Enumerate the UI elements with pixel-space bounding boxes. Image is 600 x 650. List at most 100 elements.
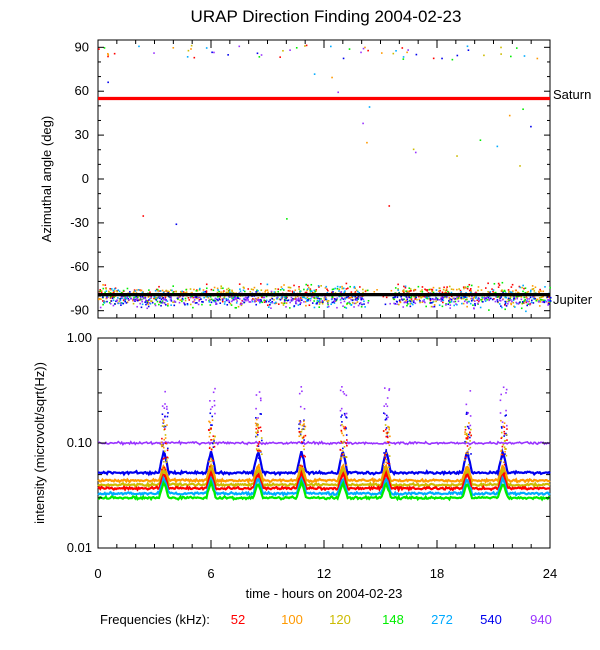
- intensity-burst-940: [298, 392, 301, 395]
- azimuth-point-940: [128, 299, 130, 301]
- azimuth-point-52: [113, 291, 115, 294]
- intensity-burst-940: [501, 421, 504, 423]
- azimuth-point-148: [504, 290, 506, 293]
- intensity-burst-52: [467, 435, 469, 438]
- intensity-burst-120: [388, 455, 391, 457]
- intensity-burst-52: [257, 431, 259, 433]
- time-x-label: time - hours on 2004-02-23: [246, 586, 403, 601]
- azimuth-point-272: [344, 290, 346, 292]
- azimuth-point-272: [117, 297, 119, 299]
- azimuth-point-148: [343, 306, 346, 309]
- azimuth-point-52: [327, 289, 329, 292]
- azimuth-point-148: [425, 305, 427, 308]
- azimuth-point-120: [179, 299, 181, 302]
- azimuth-point-272: [310, 290, 312, 293]
- azimuth-point-52: [497, 286, 500, 288]
- azimuth-point-100: [296, 295, 299, 298]
- azimuth-point-100: [179, 290, 182, 293]
- azimuth-outlier-52: [98, 48, 100, 50]
- azimuth-point-272: [208, 301, 211, 303]
- azimuth-point-148: [515, 296, 518, 298]
- azimuth-point-148: [212, 289, 215, 292]
- intensity-burst-100: [500, 419, 502, 422]
- azimuth-point-540: [394, 296, 396, 299]
- azimuth-point-100: [157, 290, 159, 292]
- azimuth-outlier-940: [337, 91, 340, 94]
- azimuth-point-272: [498, 303, 501, 305]
- intensity-burst-540: [303, 439, 305, 441]
- azimuth-point-148: [540, 299, 543, 301]
- azimuth-point-540: [148, 299, 150, 301]
- azimuth-point-540: [160, 304, 162, 307]
- azimuth-point-120: [487, 290, 489, 293]
- azimuth-point-272: [203, 296, 205, 299]
- azimuth-outlier-120: [412, 148, 415, 151]
- azimuth-point-120: [355, 302, 357, 305]
- intensity-burst-100: [345, 464, 348, 466]
- intensity-burst-120: [505, 433, 508, 436]
- azimuth-point-940: [511, 300, 513, 303]
- azimuth-outlier-272: [466, 45, 469, 48]
- azimuth-outlier-148: [258, 56, 261, 58]
- azimuth-point-540: [447, 303, 450, 306]
- azimuth-point-940: [183, 302, 185, 304]
- azimuth-point-272: [202, 291, 205, 293]
- intensity-burst-100: [503, 422, 506, 424]
- intensity-line-52: [97, 469, 551, 493]
- azimuth-point-148: [318, 306, 321, 308]
- intensity-burst-100: [163, 419, 165, 422]
- azimuth-outlier-120: [500, 53, 502, 55]
- azimuth-point-148: [99, 290, 101, 292]
- azimuth-point-100: [185, 291, 188, 293]
- intensity-burst-540: [384, 418, 387, 421]
- azimuth-point-940: [289, 301, 291, 304]
- azimuth-point-940: [193, 296, 196, 299]
- azimuth-point-272: [182, 298, 184, 301]
- azimuth-point-100: [462, 302, 465, 305]
- azimuth-point-100: [264, 289, 267, 292]
- azimuth-point-540: [406, 301, 409, 304]
- azimuth-point-272: [112, 299, 115, 302]
- azimuth-point-940: [424, 296, 427, 298]
- azimuth-point-100: [213, 286, 216, 289]
- intensity-burst-540: [468, 433, 470, 436]
- azimuth-point-272: [235, 302, 238, 304]
- azimuth-point-940: [135, 299, 137, 302]
- azimuth-point-52: [307, 284, 309, 287]
- azimuth-point-148: [167, 304, 169, 307]
- azimuth-point-100: [243, 287, 245, 289]
- azimuth-point-940: [243, 297, 246, 300]
- intensity-burst-540: [209, 412, 212, 415]
- azimuth-point-52: [291, 290, 294, 293]
- intensity-burst-120: [469, 446, 472, 449]
- azimuth-point-148: [102, 303, 104, 306]
- azimuth-point-148: [366, 289, 369, 292]
- azimuth-point-540: [500, 305, 502, 307]
- azimuth-point-540: [485, 297, 487, 300]
- azimuth-point-940: [478, 299, 481, 302]
- intensity-burst-540: [166, 415, 169, 418]
- intensity-burst-940: [388, 388, 391, 390]
- azimuth-point-272: [199, 287, 201, 290]
- azimuth-point-52: [442, 301, 444, 304]
- azimuth-point-120: [409, 288, 412, 290]
- azimuth-point-52: [450, 295, 453, 298]
- azimuth-point-52: [198, 299, 201, 301]
- azimuth-point-52: [491, 288, 493, 290]
- intensity-ticks: 1.000.100.010 6 12 18 24: [67, 330, 558, 581]
- azimuth-point-940: [340, 301, 342, 304]
- azimuth-point-148: [120, 291, 123, 294]
- azimuth-point-148: [394, 287, 397, 289]
- legend-entries: 52 100 120 148 272 540 940: [231, 612, 552, 627]
- azimuth-point-272: [435, 289, 438, 291]
- time-xtick-label: 12: [317, 566, 331, 581]
- azimuth-point-540: [255, 303, 258, 306]
- intensity-burst-52: [301, 441, 303, 443]
- azimuth-point-540: [293, 305, 296, 307]
- azimuth-point-540: [347, 295, 350, 298]
- azimuth-point-272: [124, 296, 127, 299]
- azimuth-point-272: [117, 289, 120, 292]
- intensity-burst-540: [501, 456, 503, 458]
- azimuth-point-272: [492, 289, 495, 291]
- azimuth-point-272: [306, 288, 309, 290]
